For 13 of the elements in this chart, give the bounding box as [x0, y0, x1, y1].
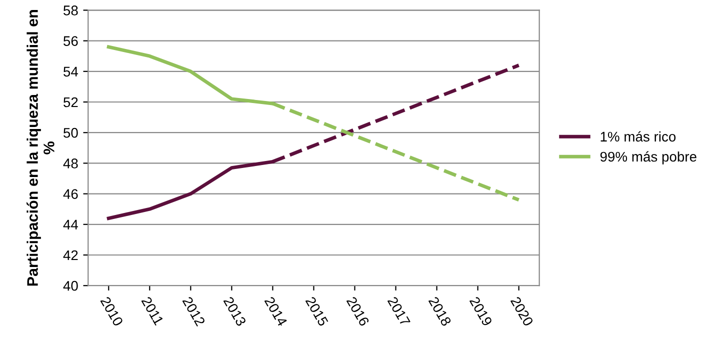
y-tick-label: 50: [64, 128, 78, 138]
legend-label: 1% más rico: [600, 131, 676, 142]
y-tick-label: 52: [64, 97, 78, 108]
legend-label: 99% más pobre: [600, 151, 696, 164]
y-tick-label: 48: [63, 158, 78, 168]
y-axis-title: Participación en la riqueza mundial en %: [26, 10, 54, 286]
y-tick-label: 54: [64, 66, 78, 77]
y-tick-label: 46: [63, 189, 78, 199]
y-tick-label: 44: [63, 220, 78, 230]
y-tick-label: 56: [64, 36, 78, 46]
y-tick-label: 42: [63, 250, 78, 260]
y-tick-label: 58: [64, 6, 78, 16]
y-tick-label: 40: [63, 280, 78, 291]
